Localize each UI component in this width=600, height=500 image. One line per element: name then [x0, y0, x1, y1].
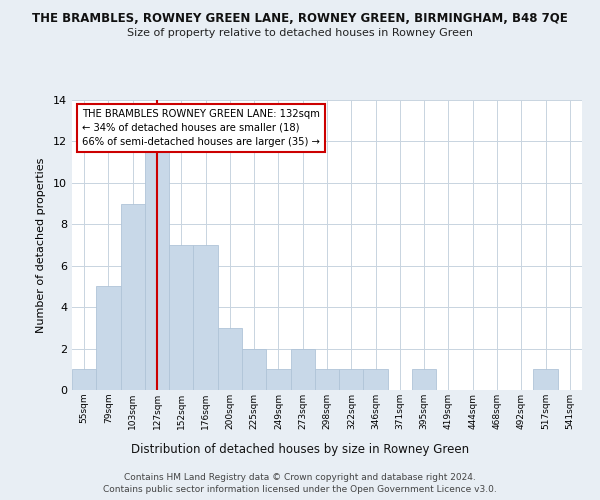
Bar [145, 142, 169, 390]
Text: Contains public sector information licensed under the Open Government Licence v3: Contains public sector information licen… [103, 485, 497, 494]
Bar [218, 328, 242, 390]
Text: THE BRAMBLES ROWNEY GREEN LANE: 132sqm
← 34% of detached houses are smaller (18): THE BRAMBLES ROWNEY GREEN LANE: 132sqm ←… [82, 108, 320, 146]
Text: THE BRAMBLES, ROWNEY GREEN LANE, ROWNEY GREEN, BIRMINGHAM, B48 7QE: THE BRAMBLES, ROWNEY GREEN LANE, ROWNEY … [32, 12, 568, 26]
Bar [121, 204, 145, 390]
Bar [533, 370, 558, 390]
Bar [72, 370, 96, 390]
Bar [266, 370, 290, 390]
Bar [96, 286, 121, 390]
Bar [412, 370, 436, 390]
Bar [242, 348, 266, 390]
Bar [364, 370, 388, 390]
Text: Contains HM Land Registry data © Crown copyright and database right 2024.: Contains HM Land Registry data © Crown c… [124, 472, 476, 482]
Text: Size of property relative to detached houses in Rowney Green: Size of property relative to detached ho… [127, 28, 473, 38]
Bar [193, 245, 218, 390]
Bar [315, 370, 339, 390]
Bar [339, 370, 364, 390]
Y-axis label: Number of detached properties: Number of detached properties [36, 158, 46, 332]
Bar [169, 245, 193, 390]
Text: Distribution of detached houses by size in Rowney Green: Distribution of detached houses by size … [131, 442, 469, 456]
Bar [290, 348, 315, 390]
